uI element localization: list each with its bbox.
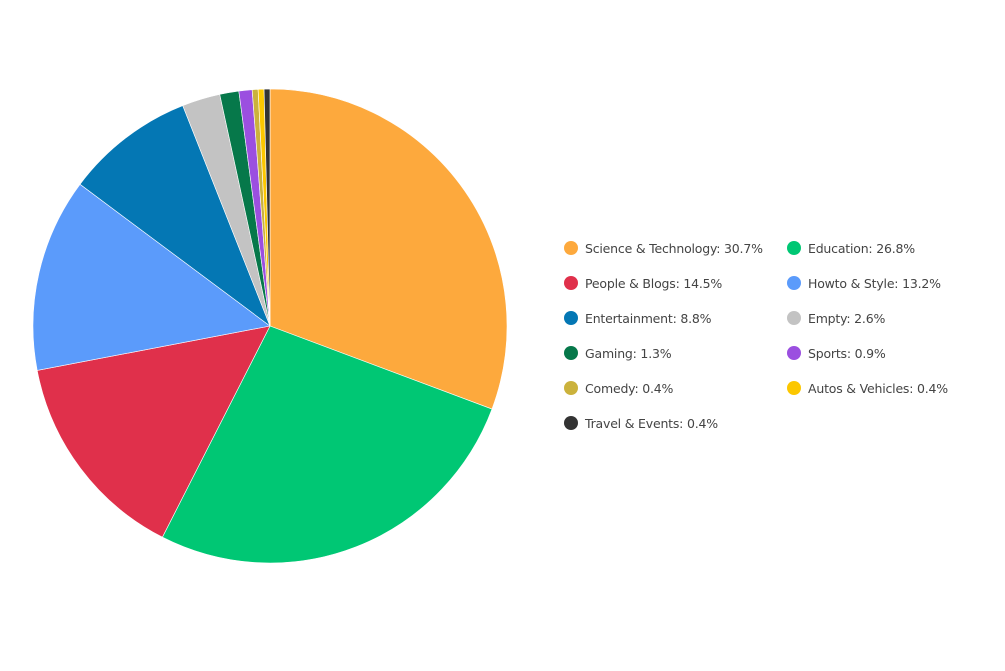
legend-marker-icon — [564, 381, 578, 395]
legend-item[interactable]: Empty: 2.6% — [787, 308, 885, 328]
legend-item[interactable]: Autos & Vehicles: 0.4% — [787, 378, 948, 398]
legend-marker-icon — [564, 241, 578, 255]
legend-item[interactable]: Howto & Style: 13.2% — [787, 273, 941, 293]
legend-item[interactable]: Travel & Events: 0.4% — [564, 413, 718, 433]
legend-label: Gaming: 1.3% — [585, 345, 672, 361]
legend-marker-icon — [787, 346, 801, 360]
legend-item[interactable]: Sports: 0.9% — [787, 343, 886, 363]
pie-slice-people-blogs[interactable] — [36, 325, 271, 538]
pie-slice-entertainment[interactable] — [79, 105, 271, 327]
pie-slice-education[interactable] — [162, 325, 493, 564]
legend-label: People & Blogs: 14.5% — [585, 275, 723, 291]
pie-slice-science-technology[interactable] — [269, 88, 508, 410]
pie-slice-howto-style[interactable] — [32, 183, 271, 371]
legend-label: Empty: 2.6% — [808, 310, 886, 326]
legend-label: Travel & Events: 0.4% — [585, 415, 718, 431]
legend-marker-icon — [564, 346, 578, 360]
legend-item[interactable]: Gaming: 1.3% — [564, 343, 672, 363]
legend-item[interactable]: Education: 26.8% — [787, 238, 915, 258]
legend-label: Sports: 0.9% — [808, 345, 886, 361]
legend-item[interactable]: Entertainment: 8.8% — [564, 308, 712, 328]
legend-marker-icon — [564, 276, 578, 290]
legend-label: Science & Technology: 30.7% — [585, 240, 763, 256]
legend-label: Entertainment: 8.8% — [585, 310, 712, 326]
legend-marker-icon — [787, 311, 801, 325]
legend-label: Howto & Style: 13.2% — [808, 275, 941, 291]
legend-marker-icon — [787, 276, 801, 290]
legend-marker-icon — [787, 241, 801, 255]
legend-item[interactable]: Comedy: 0.4% — [564, 378, 673, 398]
legend-marker-icon — [564, 311, 578, 325]
legend-item[interactable]: People & Blogs: 14.5% — [564, 273, 722, 293]
legend-label: Autos & Vehicles: 0.4% — [808, 380, 948, 396]
legend-label: Comedy: 0.4% — [585, 380, 674, 396]
pie-slice-travel-events[interactable] — [263, 88, 271, 327]
legend-item[interactable]: Science & Technology: 30.7% — [564, 238, 763, 258]
legend-marker-icon — [564, 416, 578, 430]
legend-marker-icon — [787, 381, 801, 395]
legend-label: Education: 26.8% — [808, 240, 915, 256]
